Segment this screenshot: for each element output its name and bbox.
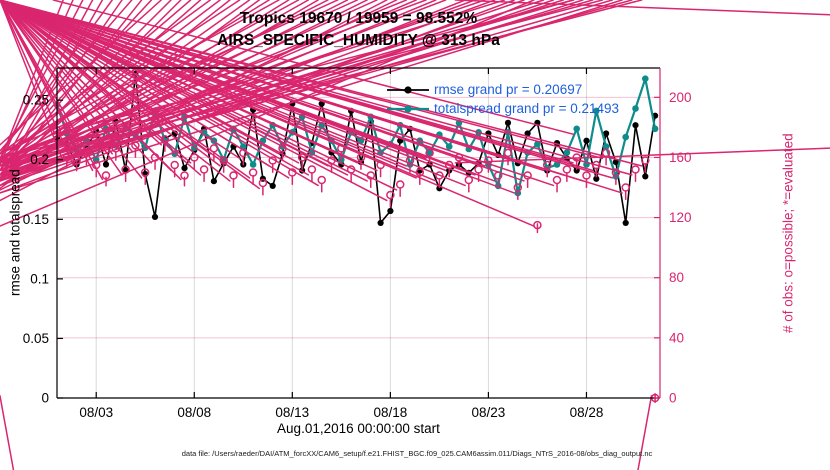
left-y-tick-label: 0: [41, 391, 49, 406]
right-y-tick-label: 120: [669, 210, 692, 225]
x-tick-label: 08/03: [79, 405, 113, 420]
left-y-tick-label: 0.2: [30, 152, 49, 167]
title-line-1: Tropics 19670 / 19959 = 98.552%: [239, 10, 478, 27]
left-y-tick-label: 0.05: [23, 331, 49, 346]
right-y-tick-label: 160: [669, 150, 692, 165]
right-y-tick-label: 0: [669, 391, 677, 406]
right-y-tick-label: 40: [669, 330, 684, 345]
x-tick-label: 08/13: [275, 405, 309, 420]
legend-item-rmse: rmse grand pr = 0.20697: [386, 80, 619, 99]
legend-line-sample-icon: [387, 104, 429, 113]
legend-label-rmse: rmse grand pr = 0.20697: [434, 82, 583, 97]
right-y-tick-labels: 0 40 80 120 160 200: [669, 90, 692, 406]
left-y-tick-label: 0.15: [23, 212, 49, 227]
data-file-path: data file: /Users/raeder/DAI/ATM_forcXX/…: [181, 449, 653, 458]
x-tick-labels: 08/03 08/08 08/13 08/18 08/23 08/28: [79, 405, 603, 420]
chart-title: Tropics 19670 / 19959 = 98.552% AIRS_SPE…: [57, 8, 660, 52]
x-axis-label: Aug.01,2016 00:00:00 start: [277, 421, 440, 436]
right-y-tick-label: 80: [669, 270, 684, 285]
legend-line-sample-icon: [387, 85, 429, 94]
x-tick-label: 08/28: [570, 405, 604, 420]
right-y-tick-label: 200: [669, 90, 692, 105]
x-tick-label: 08/23: [472, 405, 506, 420]
tick-marks: [57, 68, 660, 399]
axes-box: [56, 67, 661, 399]
left-y-tick-label: 0.25: [23, 93, 49, 108]
x-tick-label: 08/08: [177, 405, 211, 420]
legend: rmse grand pr = 0.20697 totalspread gran…: [386, 80, 619, 118]
title-line-2: AIRS_SPECIFIC_HUMIDITY @ 313 hPa: [217, 32, 500, 49]
x-tick-label: 08/18: [373, 405, 407, 420]
left-y-tick-labels: 0 0.05 0.1 0.15 0.2 0.25: [23, 93, 49, 406]
legend-item-totalspread: totalspread grand pr = 0.21493: [386, 99, 619, 118]
left-y-tick-label: 0.1: [30, 271, 49, 286]
legend-label-totalspread: totalspread grand pr = 0.21493: [434, 101, 620, 116]
left-y-label: rmse and totalspread: [7, 169, 23, 297]
right-y-label: # of obs: o=possible; *=evaluated: [780, 133, 796, 333]
